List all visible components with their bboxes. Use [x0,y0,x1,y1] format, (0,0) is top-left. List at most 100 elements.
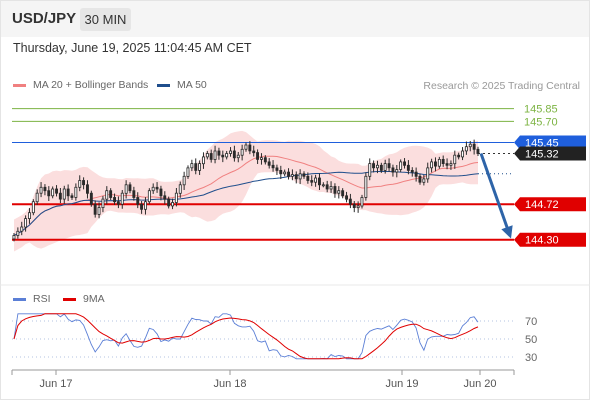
level-flag-144.30 [514,232,586,247]
legend-ma50-label: MA 50 [177,79,207,91]
candle-body [348,198,352,205]
candle-body [472,143,476,150]
candle-body [97,207,101,215]
chart-header: USD/JPY 30 MIN [1,1,589,37]
candle-body [325,184,329,190]
candle-body [271,164,275,169]
candle-body [105,190,109,200]
candle-body [287,171,290,177]
forecast-arrow-head [501,225,513,239]
chart-datetime: Thursday, June 19, 2025 11:04:45 AM CET [13,41,252,55]
candle-body [294,174,298,180]
candle-body [124,184,128,194]
candle-body [113,197,116,203]
candle-body [410,169,414,173]
candle-body [128,184,132,192]
candle-body [190,163,194,169]
candle-body [468,143,472,148]
level-label-144.72: 144.72 [525,199,559,211]
level-flag-145.45 [514,135,586,150]
candle-body [476,148,480,154]
candle-body [101,198,105,209]
candle-body [116,201,120,205]
candle-body [20,226,24,232]
candle-body [310,180,314,183]
legend-bollinger-swatch [13,83,26,87]
candle-body [194,163,198,171]
candle-body [140,203,143,210]
candle-body [198,163,201,171]
candle-body [445,163,449,166]
candle-body [457,154,461,158]
candle-body [35,192,39,203]
rsi-tick-70: 70 [525,316,537,328]
candle-body [147,190,151,203]
candle-body [186,167,190,177]
candle-body [24,218,27,228]
candle-body [298,173,302,180]
research-credit: Research © 2025 Trading Central [423,80,580,92]
candle-body [58,192,62,200]
candle-body [333,186,337,194]
candle-body [62,188,66,200]
legend-rsi-swatch [13,297,26,301]
candle-body [12,235,16,240]
candle-body [383,163,387,171]
level-flag-145.32 [514,146,586,161]
candle-body [337,190,341,194]
candle-body [217,150,221,156]
legend-rsi: RSI [13,293,51,305]
candle-body [82,180,85,186]
candle-body [143,201,147,210]
rsi-tick-50: 50 [525,334,537,346]
candle-body [136,197,140,205]
candle-body [283,171,287,175]
candle-body [221,154,225,158]
candle-body [86,184,89,194]
candle-body [352,203,356,208]
candle-body [418,175,422,183]
candle-body [368,163,372,177]
x-tick-label: Jun 18 [213,378,246,390]
level-flag-144.72 [514,197,586,212]
candle-body [205,153,209,158]
candle-body [375,164,379,169]
candle-body [345,195,348,200]
candle-body [449,163,453,166]
candle-body [372,163,375,169]
candle-body [430,161,433,169]
legend-9ma-label: 9MA [83,293,105,305]
candle-body [163,195,167,200]
timeframe-badge[interactable]: 30 MIN [80,8,131,31]
level-label-145.70: 145.70 [524,116,558,128]
candle-body [232,150,236,159]
candle-body [356,205,360,208]
candle-body [426,167,430,180]
candle-body [464,146,468,152]
candle-body [167,198,171,207]
candle-body [236,154,240,159]
candle-body [225,153,229,158]
candle-body [329,186,333,190]
candle-body [159,188,163,197]
candle-body [47,190,51,197]
x-tick-label: Jun 19 [385,378,418,390]
candle-body [461,150,464,158]
candle-body [317,177,321,186]
candle-body [360,197,364,207]
candle-body [27,212,31,219]
level-label-145.32: 145.32 [525,148,559,160]
candle-body [302,173,306,177]
x-tick-label: Jun 20 [463,378,496,390]
candle-body [306,175,310,181]
candle-body [43,186,47,192]
candle-body [441,158,445,164]
candle-body [290,174,294,177]
candle-body [433,161,437,167]
candle-body [155,186,159,190]
candle-body [379,164,383,171]
rsi-ma-line [13,313,479,360]
candle-body [406,164,410,171]
candle-body [422,178,426,183]
